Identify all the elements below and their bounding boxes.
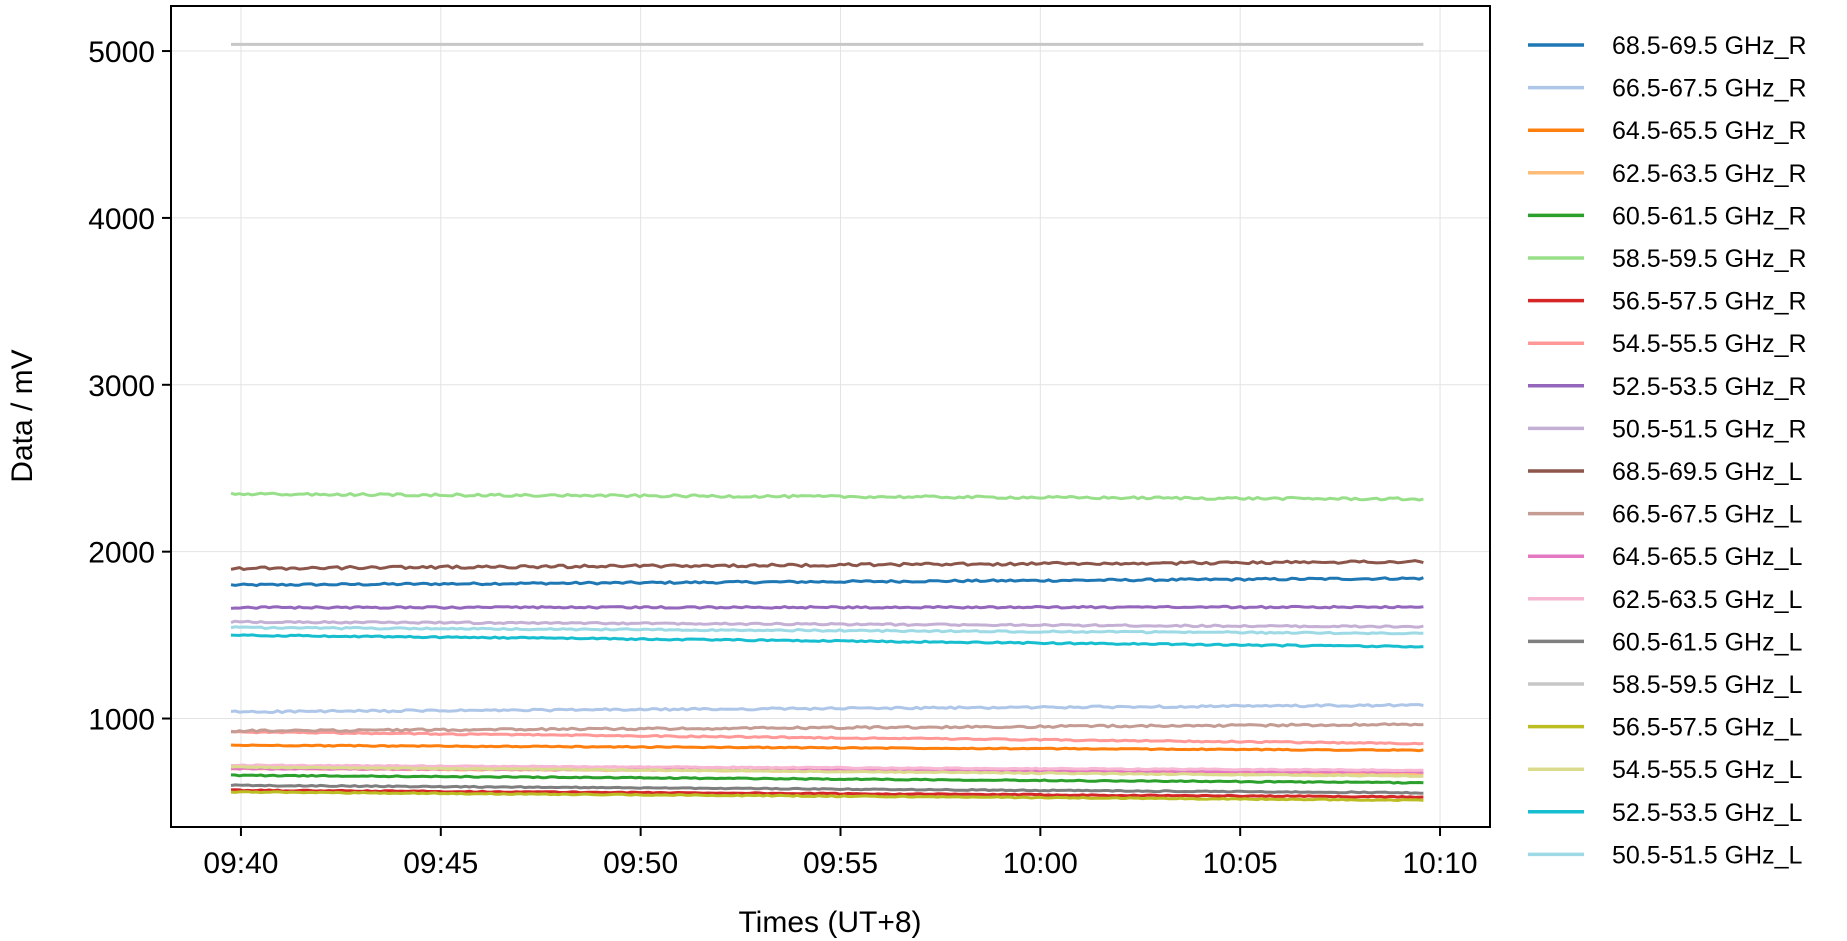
legend-label: 58.5-59.5 GHz_R (1612, 245, 1807, 273)
series-line-19 (230, 633, 1424, 649)
series-line-3 (230, 743, 1424, 753)
series-line-14 (231, 763, 1424, 773)
x-tick-label: 10:00 (1003, 847, 1078, 880)
series-line-8 (230, 729, 1424, 746)
legend-label: 50.5-51.5 GHz_R (1612, 415, 1807, 443)
series-line-1 (230, 576, 1424, 588)
grid (171, 6, 1490, 827)
legend-label: 62.5-63.5 GHz_R (1612, 160, 1807, 188)
x-tick-label: 09:40 (203, 847, 278, 880)
legend-label: 66.5-67.5 GHz_L (1612, 501, 1802, 529)
series-line-10 (230, 619, 1424, 629)
series-line-17 (230, 790, 1424, 802)
legend-label: 66.5-67.5 GHz_R (1612, 75, 1807, 103)
legend-label: 54.5-55.5 GHz_R (1612, 330, 1807, 358)
y-tick-label: 3000 (88, 370, 155, 403)
series-layer (230, 42, 1424, 802)
legend-label: 52.5-53.5 GHz_L (1612, 799, 1802, 827)
legend-label: 58.5-59.5 GHz_L (1612, 671, 1802, 699)
legend-label: 56.5-57.5 GHz_R (1612, 288, 1807, 316)
legend-label: 52.5-53.5 GHz_R (1612, 373, 1807, 401)
series-line-2 (230, 702, 1424, 715)
x-tick-label: 09:50 (603, 847, 678, 880)
x-axis: 09:40 09:45 09:50 09:55 10:00 10:05 10:10 (203, 827, 1478, 880)
y-axis: 1000 2000 3000 4000 5000 (88, 36, 171, 737)
series-line-18 (230, 765, 1424, 778)
series-line-20 (230, 625, 1424, 636)
series-line-15 (230, 783, 1424, 795)
legend-label: 60.5-61.5 GHz_L (1612, 628, 1802, 656)
legend-label: 64.5-65.5 GHz_R (1612, 117, 1807, 145)
y-tick-label: 4000 (88, 203, 155, 236)
x-axis-label: Times (UT+8) (738, 906, 921, 939)
y-tick-label: 2000 (88, 537, 155, 570)
legend-label: 68.5-69.5 GHz_R (1612, 32, 1807, 60)
plot-area-frame (170, 5, 1491, 828)
legend-label: 60.5-61.5 GHz_R (1612, 202, 1807, 230)
y-axis-label: Data / mV (6, 349, 39, 482)
x-tick-label: 09:45 (403, 847, 478, 880)
legend-label: 64.5-65.5 GHz_L (1612, 543, 1802, 571)
legend-label: 54.5-55.5 GHz_L (1612, 756, 1802, 784)
legend-label: 62.5-63.5 GHz_L (1612, 586, 1802, 614)
series-line-11 (230, 559, 1424, 571)
series-line-9 (230, 604, 1424, 610)
legend-label: 50.5-51.5 GHz_L (1612, 841, 1802, 869)
x-tick-label: 10:10 (1402, 847, 1477, 880)
legend: 68.5-69.5 GHz_R 66.5-67.5 GHz_R 64.5-65.5 … (1528, 32, 1807, 869)
legend-label: 68.5-69.5 GHz_L (1612, 458, 1802, 486)
x-tick-label: 09:55 (803, 847, 878, 880)
x-tick-label: 10:05 (1203, 847, 1278, 880)
series-line-7 (230, 788, 1424, 799)
legend-label: 56.5-57.5 GHz_L (1612, 714, 1802, 742)
y-tick-label: 1000 (88, 704, 155, 737)
series-line-6 (230, 491, 1424, 502)
y-tick-label: 5000 (88, 36, 155, 69)
series-line-5 (230, 773, 1424, 785)
series-line-12 (230, 722, 1424, 734)
